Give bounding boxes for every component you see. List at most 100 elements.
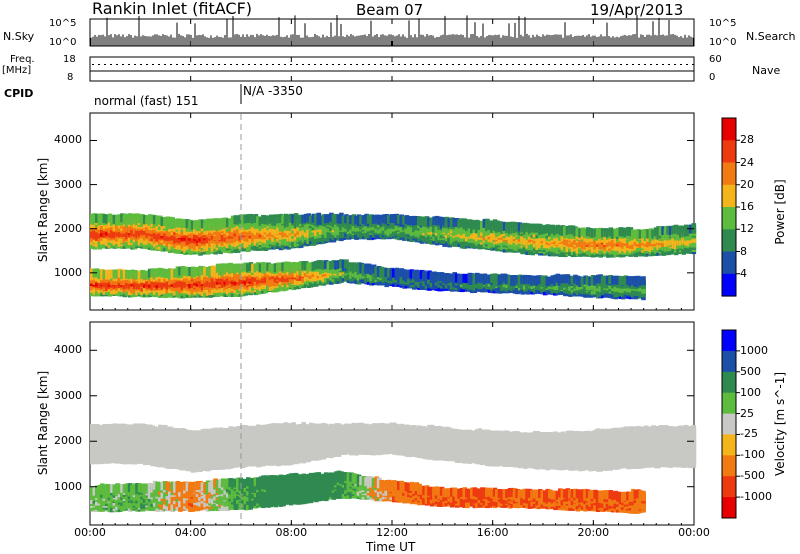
range-gate-cell <box>555 224 561 234</box>
range-gate-cell <box>251 214 256 224</box>
range-gate-cell <box>432 271 437 281</box>
freq-trace-dot <box>344 64 346 65</box>
freq-trace-dot <box>212 64 214 65</box>
range-gate-cell <box>152 268 158 278</box>
range-gate-cell <box>291 214 296 224</box>
range-gate-cell <box>163 268 168 278</box>
range-gate-cell <box>676 225 681 235</box>
range-gate-cell <box>671 225 676 235</box>
freq-trace-dot <box>374 64 376 65</box>
range-gate-cell <box>641 229 646 239</box>
range-gate-cell <box>678 225 684 235</box>
freq-trace-dot <box>182 64 184 65</box>
range-gate-cell <box>266 215 271 225</box>
freq-trace-dot <box>440 64 442 65</box>
freq-trace-dot <box>584 64 586 65</box>
range-gate-cell <box>105 214 110 224</box>
range-gate-cell <box>439 272 445 282</box>
range-gate-cell <box>517 222 523 232</box>
range-gate-cell <box>170 217 176 227</box>
range-gate-cell <box>331 260 337 270</box>
range-gate-cell <box>402 215 407 225</box>
range-gate-cell <box>185 219 191 229</box>
range-gate-cell <box>603 228 608 238</box>
freq-trace-dot <box>494 64 496 65</box>
range-gate-cell <box>95 214 100 223</box>
range-gate-cell <box>165 269 171 279</box>
range-gate-cell <box>120 213 125 223</box>
range-gate-cell <box>341 259 347 269</box>
range-gate-cell <box>248 262 254 272</box>
range-gate-cell <box>356 262 362 272</box>
range-gate-cell <box>535 223 540 233</box>
range-gate-cell <box>107 213 113 223</box>
range-gate-cell <box>480 274 485 284</box>
range-gate-cell <box>502 273 508 283</box>
range-gate-cell <box>336 214 342 224</box>
range-gate-cell <box>444 216 450 226</box>
range-gate-cell <box>613 228 619 238</box>
range-gate-cell <box>100 213 105 223</box>
range-gate-cell <box>243 214 249 224</box>
range-gate-cell <box>462 218 468 228</box>
range-gate-cell <box>175 218 181 228</box>
range-gate-cell <box>459 218 465 228</box>
freq-trace-dot <box>230 64 232 65</box>
range-gate-cell <box>115 214 120 224</box>
freq-trace-dot <box>356 64 358 65</box>
range-gate-cell <box>321 260 327 270</box>
range-gate-cell <box>570 275 576 285</box>
range-gate-cell <box>127 213 133 223</box>
range-gate-cell <box>251 263 256 273</box>
range-gate-cell <box>193 220 198 230</box>
range-gate-cell <box>648 228 654 238</box>
range-gate-cell <box>195 267 201 277</box>
range-gate-cell <box>306 213 311 223</box>
range-gate-cell <box>334 260 339 270</box>
range-gate-cell <box>392 268 397 278</box>
range-gate-cell <box>361 215 367 224</box>
range-gate-cell <box>361 263 367 273</box>
range-gate-cell <box>288 263 294 273</box>
range-gate-cell <box>384 214 389 223</box>
range-gate-cell <box>195 220 201 230</box>
range-gate-cell <box>336 260 342 270</box>
range-gate-cell <box>525 223 530 233</box>
range-gate-cell <box>495 273 500 283</box>
range-gate-cell <box>512 221 518 231</box>
range-gate-cell <box>532 275 538 285</box>
range-gate-cell <box>225 263 231 273</box>
freq-trace-dot <box>338 64 340 65</box>
freq-trace-dot <box>560 64 562 65</box>
range-gate-cell <box>467 219 473 229</box>
freq-trace-dot <box>164 64 166 65</box>
range-gate-cell <box>236 215 241 225</box>
range-gate-cell <box>550 275 556 285</box>
range-gate-cell <box>188 219 193 229</box>
range-gate-cell <box>228 218 233 228</box>
range-gate-cell <box>210 265 216 275</box>
freq-trace-dot <box>218 64 220 65</box>
range-gate-cell <box>147 268 153 278</box>
range-gate-cell <box>394 213 400 223</box>
range-gate-cell <box>193 267 198 277</box>
range-gate-cell <box>578 228 583 238</box>
range-gate-cell <box>444 273 450 282</box>
range-gate-cell <box>205 218 211 228</box>
range-gate-cell <box>527 275 533 285</box>
range-gate-cell <box>490 220 495 230</box>
range-gate-cell <box>359 262 364 272</box>
range-gate-cell <box>439 216 445 226</box>
range-gate-cell <box>631 229 636 239</box>
range-gate-cell <box>419 216 425 226</box>
range-gate-cell <box>568 275 573 285</box>
range-gate-cell <box>271 214 276 224</box>
freq-trace-dot <box>662 64 664 65</box>
range-gate-cell <box>344 214 349 224</box>
range-gate-cell <box>580 276 586 286</box>
range-gate-cell <box>487 220 493 230</box>
range-gate-cell <box>543 275 548 285</box>
range-gate-cell <box>349 215 354 225</box>
range-gate-cell <box>538 275 543 285</box>
range-gate-cell <box>558 225 563 235</box>
